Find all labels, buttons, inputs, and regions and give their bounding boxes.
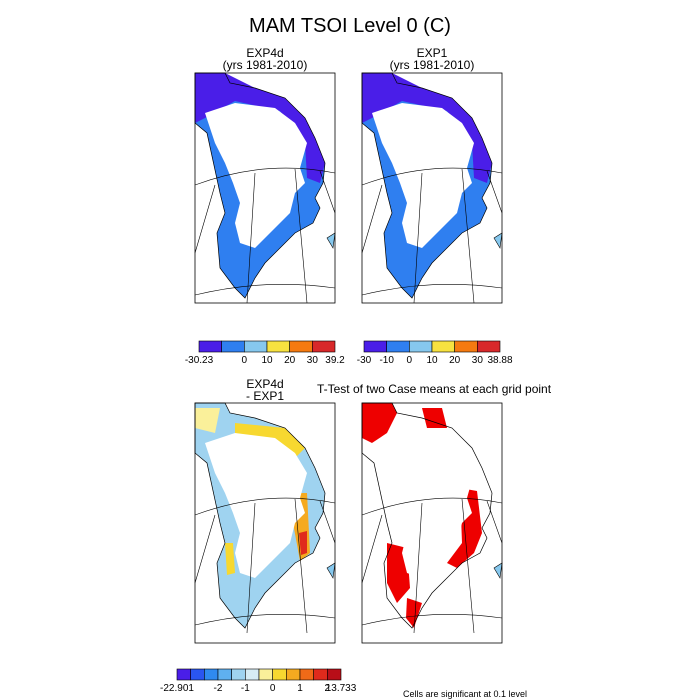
panel-title: EXP4d (246, 377, 283, 391)
colorbar-box (204, 668, 219, 681)
colorbar-box (327, 668, 342, 681)
colorbar-box (221, 340, 245, 353)
colorbar-label: -30 (357, 355, 372, 366)
colorbar-label: 10 (426, 355, 438, 366)
colorbar-box (198, 340, 222, 353)
colorbar-box (289, 340, 313, 353)
map-panel (194, 402, 336, 644)
colorbar-label: 10 (261, 355, 273, 366)
colorbar-label: 20 (449, 355, 461, 366)
colorbar-box (176, 668, 191, 681)
colorbar-box (266, 340, 290, 353)
colorbar-box (272, 668, 287, 681)
colorbar-label: 0 (407, 355, 413, 366)
colorbar-label: 39.2 (325, 355, 345, 366)
map-panel (361, 402, 503, 644)
panel-title: EXP1 (417, 46, 448, 60)
panel-subtitle: (yrs 1981-2010) (390, 58, 475, 72)
colorbar-label: 13.733 (326, 683, 357, 694)
colorbar-label: 30 (307, 355, 319, 366)
colorbar-box (190, 668, 205, 681)
colorbar-box (363, 340, 387, 353)
map-panel (194, 72, 336, 304)
colorbar-box (454, 340, 478, 353)
panel-title: T-Test of two Case means at each grid po… (317, 382, 552, 396)
colorbar-box (386, 340, 410, 353)
colorbar-box (409, 340, 433, 353)
colorbars: -30.23 0 10 20 30 39.2 -30 -10 0 10 20 30 38.88-22.9… (160, 340, 513, 694)
colorbar-label: -30.23 (185, 355, 214, 366)
panel-subtitle: (yrs 1981-2010) (223, 58, 308, 72)
colorbar-box (286, 668, 301, 681)
colorbar-label: 20 (284, 355, 296, 366)
colorbar-label: -10 (379, 355, 394, 366)
colorbar-label: -1 (241, 683, 250, 694)
colorbar-box (312, 340, 336, 353)
footnote: Cells are significant at 0.1 level (403, 689, 527, 699)
colorbar-box (313, 668, 328, 681)
colorbar-box (258, 668, 273, 681)
colorbar-label: 1 (297, 683, 303, 694)
figure-title: MAM TSOI Level 0 (C) (249, 15, 451, 37)
colorbar-box (217, 668, 232, 681)
panel-subtitle: - EXP1 (246, 389, 284, 403)
colorbar-label: -22.901 (160, 683, 194, 694)
colorbar-box (244, 340, 268, 353)
colorbar-box (231, 668, 246, 681)
colorbar-label: 0 (242, 355, 248, 366)
colorbar-box (245, 668, 260, 681)
colorbar-label: 2 (325, 683, 331, 694)
colorbar-label: -2 (214, 683, 223, 694)
colorbar-label: 38.88 (487, 355, 512, 366)
colorbar-box (477, 340, 501, 353)
colorbar-label: 0 (270, 683, 276, 694)
colorbar-label: 30 (472, 355, 484, 366)
map-panel (361, 72, 503, 304)
panel-title: EXP4d (246, 46, 283, 60)
colorbar-box (299, 668, 314, 681)
colorbar-box (431, 340, 455, 353)
